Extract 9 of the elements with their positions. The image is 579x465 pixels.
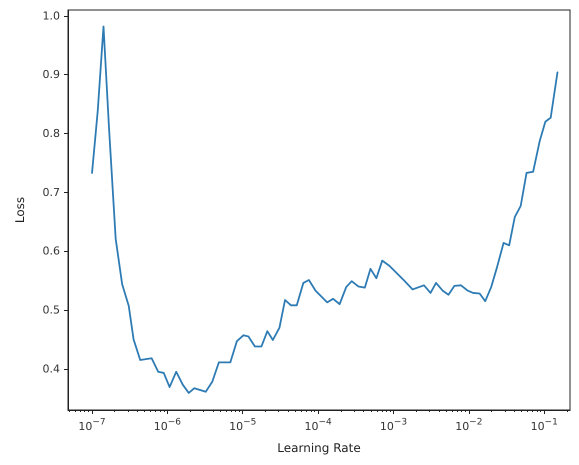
y-axis-title: Loss [13, 196, 27, 224]
y-tick-label: 0.5 [42, 304, 60, 316]
y-tick-label: 0.8 [42, 127, 60, 140]
y-tick-label: 1.0 [42, 9, 60, 22]
y-tick-label: 0.7 [42, 186, 60, 199]
x-axis-title: Learning Rate [277, 441, 361, 455]
y-tick-label: 0.4 [42, 362, 60, 376]
y-tick-label: 0.9 [42, 68, 60, 82]
y-tick-label: 0.6 [42, 244, 60, 258]
